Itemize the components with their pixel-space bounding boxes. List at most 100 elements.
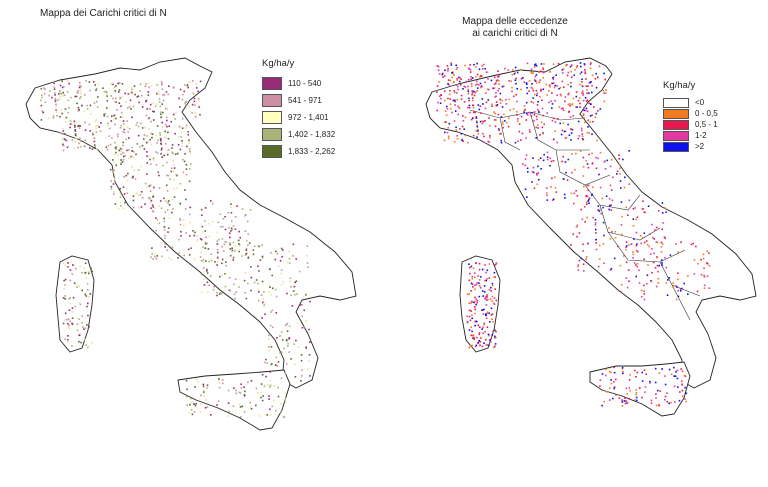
map-dot <box>131 166 133 168</box>
map-dot <box>594 218 597 221</box>
map-dot <box>224 215 226 218</box>
map-dot <box>643 284 645 287</box>
map-dot <box>480 112 482 114</box>
map-dot <box>59 97 61 100</box>
map-dot <box>126 120 128 122</box>
map-dot <box>78 334 80 336</box>
map-dot <box>500 141 503 144</box>
map-dot <box>481 85 483 88</box>
map-dot <box>74 129 76 131</box>
map-dot <box>505 103 508 105</box>
map-dot <box>654 229 656 231</box>
map-dot <box>288 351 291 353</box>
map-dot <box>621 366 624 369</box>
map-dot <box>74 130 77 132</box>
map-dot <box>586 195 589 198</box>
map-dot <box>257 288 260 291</box>
map-dot <box>502 85 505 88</box>
map-dot <box>526 92 529 95</box>
map-dot <box>605 374 607 377</box>
map-dot <box>552 82 555 84</box>
map-dot <box>612 176 614 179</box>
map-dot <box>301 375 303 377</box>
map-dot <box>159 137 162 140</box>
map-dot <box>474 312 476 315</box>
right-map-legend: Kg/ha/y <0 0 - 0,5 0,5 - 1 1-2 >2 <box>663 80 718 152</box>
map-dot <box>63 279 65 282</box>
map-dot <box>628 183 631 185</box>
map-dot <box>218 379 220 381</box>
map-dot <box>217 260 219 262</box>
map-dot <box>69 123 72 125</box>
map-dot <box>260 383 263 385</box>
map-dot <box>163 220 166 223</box>
map-dot <box>443 90 446 92</box>
map-dot <box>90 267 92 270</box>
map-dot <box>498 79 500 82</box>
map-dot <box>586 216 588 219</box>
map-dot <box>168 125 170 127</box>
map-dot <box>535 115 538 118</box>
map-dot <box>86 282 89 285</box>
map-dot <box>570 85 572 88</box>
map-dot <box>257 282 259 285</box>
map-dot <box>221 262 223 265</box>
map-dot <box>610 204 612 206</box>
map-dot <box>580 208 583 211</box>
map-dot <box>269 324 272 327</box>
map-dot <box>182 171 185 174</box>
map-dot <box>542 77 545 79</box>
map-dot <box>111 137 113 139</box>
map-dot <box>270 346 273 348</box>
map-dot <box>493 83 496 86</box>
map-dot <box>664 207 666 209</box>
map-dot <box>227 402 230 404</box>
map-dot <box>274 288 277 291</box>
map-dot <box>504 67 506 70</box>
map-dot <box>66 318 68 321</box>
map-dot <box>498 128 500 130</box>
map-dot <box>643 241 646 244</box>
map-dot <box>149 190 152 192</box>
map-dot <box>588 197 591 199</box>
map-dot <box>664 256 666 259</box>
map-dot <box>89 130 91 132</box>
map-dot <box>260 294 263 296</box>
map-dot <box>455 68 458 71</box>
map-dot <box>232 256 235 259</box>
map-dot <box>131 91 133 94</box>
map-dot <box>550 160 553 163</box>
map-dot <box>500 132 502 135</box>
map-dot <box>113 153 116 156</box>
map-dot <box>628 150 630 152</box>
map-dot <box>481 120 483 122</box>
map-dot <box>125 174 128 177</box>
map-dot <box>109 143 112 146</box>
map-dot <box>62 297 65 299</box>
map-dot <box>500 116 503 118</box>
map-dot <box>489 124 491 127</box>
map-dot <box>643 290 645 292</box>
map-dot <box>486 88 489 91</box>
map-dot <box>271 274 273 277</box>
map-dot <box>91 148 94 150</box>
map-dot <box>468 68 471 70</box>
map-dot <box>496 104 499 106</box>
map-dot <box>268 291 270 293</box>
map-dot <box>152 196 154 198</box>
left-legend-item: 541 - 971 <box>262 92 335 109</box>
map-dot <box>476 336 478 339</box>
map-dot <box>440 97 442 100</box>
map-dot <box>120 150 122 153</box>
map-dot <box>651 248 653 250</box>
map-dot <box>600 212 602 215</box>
map-dot <box>182 158 184 161</box>
map-dot <box>181 140 183 142</box>
map-dot <box>477 342 480 345</box>
map-dot <box>76 92 79 94</box>
map-dot <box>530 101 533 103</box>
map-dot <box>623 186 626 189</box>
map-dot <box>464 86 467 88</box>
map-dot <box>494 343 497 345</box>
map-dot <box>575 91 578 93</box>
